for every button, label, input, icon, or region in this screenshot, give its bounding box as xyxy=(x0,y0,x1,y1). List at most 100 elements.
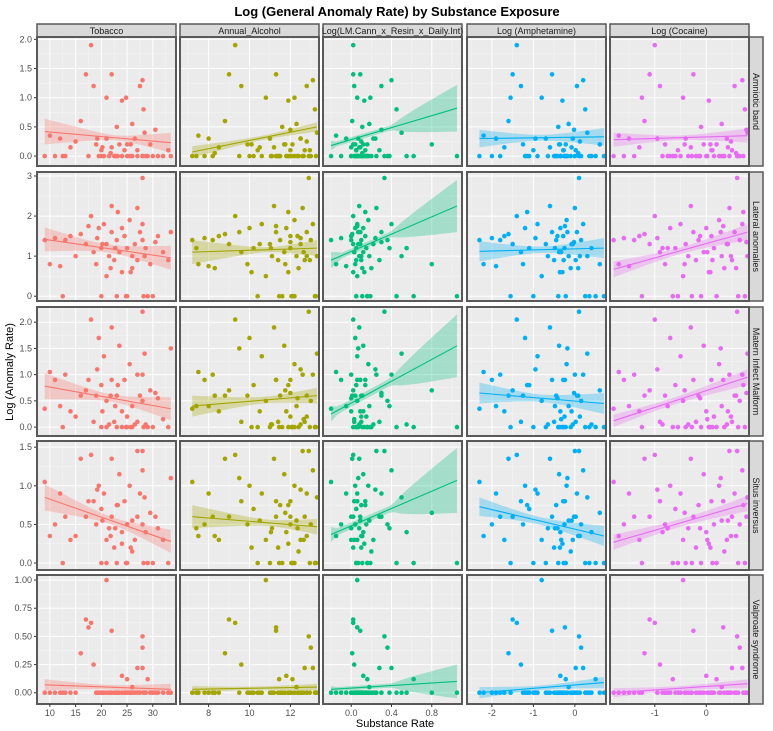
confidence-ribbon xyxy=(44,373,171,421)
data-point xyxy=(196,133,201,138)
data-point xyxy=(350,514,356,520)
data-point xyxy=(563,676,569,682)
data-point xyxy=(273,377,279,383)
data-point xyxy=(514,317,520,322)
data-point xyxy=(168,475,174,481)
data-point xyxy=(578,153,584,159)
data-point xyxy=(454,690,460,696)
data-point xyxy=(593,676,598,682)
data-point xyxy=(558,529,563,535)
data-point xyxy=(366,483,371,489)
data-point xyxy=(100,409,105,414)
regression-line xyxy=(613,135,748,141)
data-point xyxy=(611,237,616,243)
data-point xyxy=(399,351,404,356)
facet-panel xyxy=(322,574,463,705)
data-point xyxy=(273,153,279,159)
data-point xyxy=(298,241,303,247)
data-point xyxy=(245,142,250,147)
data-point xyxy=(660,245,665,251)
data-point xyxy=(631,153,637,159)
data-point xyxy=(580,77,586,83)
panel-marks xyxy=(42,577,174,696)
data-point xyxy=(522,483,528,489)
data-point xyxy=(662,261,668,267)
data-point xyxy=(573,665,579,671)
data-point xyxy=(535,353,540,359)
data-point xyxy=(313,560,319,566)
facet-panel xyxy=(609,306,750,437)
data-point xyxy=(531,293,536,299)
facet-panel xyxy=(322,440,463,571)
data-point xyxy=(267,136,273,141)
data-point xyxy=(685,253,691,259)
data-point xyxy=(350,142,356,147)
data-point xyxy=(639,424,645,430)
data-point xyxy=(357,241,363,247)
data-point xyxy=(114,560,120,566)
data-point xyxy=(94,235,100,241)
data-point xyxy=(576,309,582,315)
data-point xyxy=(382,175,387,181)
panel-border xyxy=(466,36,607,167)
confidence-ribbon xyxy=(331,447,457,543)
data-point xyxy=(135,372,140,377)
data-point xyxy=(135,665,140,671)
data-point xyxy=(275,419,281,425)
panel-marks xyxy=(42,175,174,299)
data-point xyxy=(301,153,306,159)
data-point xyxy=(294,518,299,523)
data-point xyxy=(310,665,316,671)
data-point xyxy=(91,662,96,667)
data-point xyxy=(119,225,125,231)
facet-panel xyxy=(179,440,320,571)
panel-marks xyxy=(328,447,460,566)
data-point xyxy=(60,424,66,430)
data-point xyxy=(273,514,279,520)
data-point xyxy=(226,617,232,622)
data-point xyxy=(697,233,703,239)
data-point xyxy=(585,130,590,136)
data-point xyxy=(359,560,365,566)
data-point xyxy=(572,372,578,377)
data-point xyxy=(660,529,665,535)
data-point xyxy=(302,665,307,671)
data-point xyxy=(642,651,647,656)
data-point xyxy=(277,502,283,508)
data-point xyxy=(96,483,102,489)
data-point xyxy=(257,690,263,696)
data-point xyxy=(742,107,748,112)
data-point xyxy=(132,241,138,247)
data-point xyxy=(714,142,719,147)
data-point xyxy=(63,237,68,243)
data-point xyxy=(363,147,368,153)
data-point xyxy=(714,560,719,566)
data-point xyxy=(196,533,201,539)
data-point xyxy=(298,136,303,141)
regression-line xyxy=(330,205,458,261)
data-point xyxy=(647,514,652,520)
data-point xyxy=(165,147,171,153)
data-point xyxy=(647,388,652,393)
data-point xyxy=(350,545,356,550)
data-point xyxy=(232,317,238,322)
data-point xyxy=(367,253,372,259)
facet-panel xyxy=(466,171,607,302)
data-point xyxy=(109,145,114,150)
data-point xyxy=(137,690,143,696)
data-point xyxy=(304,253,310,259)
data-point xyxy=(357,514,363,520)
y-tick-label: 3 xyxy=(27,171,32,181)
data-point xyxy=(298,422,303,427)
data-point xyxy=(711,522,717,527)
data-point xyxy=(308,522,314,527)
y-tick-label: 0.75 xyxy=(14,603,32,613)
data-point xyxy=(673,506,678,512)
regression-line xyxy=(192,126,318,153)
data-point xyxy=(282,261,288,267)
data-point xyxy=(202,377,207,383)
data-point xyxy=(279,124,285,130)
data-point xyxy=(709,498,714,504)
data-point xyxy=(626,491,632,496)
data-point xyxy=(328,406,334,412)
